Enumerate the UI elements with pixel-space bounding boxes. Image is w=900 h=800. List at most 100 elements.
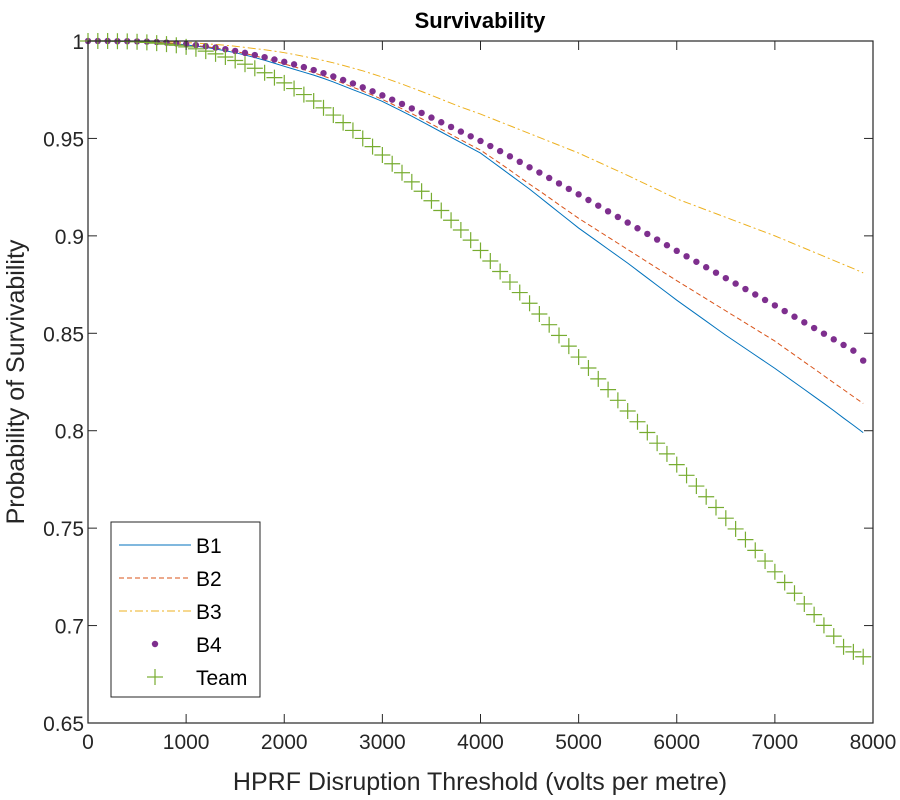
data-point-team bbox=[688, 478, 705, 495]
data-point-b4 bbox=[761, 296, 769, 304]
data-point-b4 bbox=[614, 213, 622, 221]
data-point-team bbox=[354, 130, 371, 147]
data-point-b4 bbox=[565, 185, 573, 193]
data-point-team bbox=[462, 232, 479, 249]
data-point-b4 bbox=[516, 158, 523, 166]
data-point-team bbox=[138, 34, 155, 51]
x-tick-label: 7000 bbox=[752, 731, 799, 754]
data-point-b4 bbox=[438, 119, 445, 126]
y-tick-label: 0.65 bbox=[43, 713, 84, 736]
data-point-b4 bbox=[850, 347, 857, 354]
data-point-b4 bbox=[653, 236, 661, 243]
data-point-b4 bbox=[791, 313, 798, 320]
data-point-b4 bbox=[388, 96, 396, 103]
data-point-team bbox=[197, 43, 214, 60]
data-point-b4 bbox=[732, 280, 739, 287]
x-tick-label: 6000 bbox=[653, 731, 700, 754]
series-layer bbox=[80, 33, 872, 665]
data-point-b4 bbox=[339, 76, 347, 84]
data-point-b4 bbox=[281, 58, 288, 66]
x-tick-label: 1000 bbox=[163, 731, 210, 754]
data-point-team bbox=[796, 595, 813, 612]
data-point-b4 bbox=[673, 247, 680, 255]
data-point-b4 bbox=[752, 291, 759, 298]
data-point-b4 bbox=[349, 80, 357, 87]
data-point-b4 bbox=[526, 164, 533, 171]
data-point-team bbox=[531, 305, 548, 322]
data-point-b4 bbox=[644, 230, 651, 238]
data-point-team bbox=[708, 499, 724, 516]
data-point-b4 bbox=[634, 225, 641, 232]
data-point-team bbox=[698, 488, 715, 505]
data-point-b4 bbox=[693, 258, 700, 265]
chart-title: Survivability bbox=[415, 8, 547, 33]
data-point-team bbox=[776, 574, 793, 591]
x-tick-label: 5000 bbox=[555, 731, 602, 754]
data-point-team bbox=[590, 370, 607, 387]
data-point-team bbox=[256, 64, 273, 81]
data-point-b4 bbox=[359, 84, 366, 91]
data-point-team bbox=[276, 74, 293, 91]
data-point-b4 bbox=[742, 285, 749, 293]
data-point-b4 bbox=[320, 69, 327, 77]
series-line-b3 bbox=[88, 40, 864, 274]
data-point-b4 bbox=[536, 169, 543, 176]
legend-box bbox=[110, 521, 261, 698]
data-point-team bbox=[629, 413, 646, 430]
y-tick-label: 0.8 bbox=[55, 421, 84, 444]
legend: B1 B2 B3 B4 Team bbox=[110, 521, 261, 698]
data-point-team bbox=[580, 359, 597, 376]
data-point-team bbox=[207, 45, 224, 62]
data-point-b4 bbox=[830, 336, 837, 343]
y-tick-label: 0.95 bbox=[43, 128, 84, 151]
legend-label: B4 bbox=[196, 634, 222, 657]
series-team bbox=[80, 33, 872, 665]
data-point-team bbox=[551, 327, 567, 344]
data-point-team bbox=[560, 338, 577, 355]
data-point-team bbox=[609, 392, 626, 409]
data-point-team bbox=[815, 617, 832, 634]
data-point-team bbox=[295, 86, 312, 103]
data-point-team bbox=[187, 40, 204, 57]
data-point-team bbox=[482, 252, 499, 269]
y-tick-label: 1 bbox=[72, 31, 84, 54]
data-point-team bbox=[570, 349, 587, 366]
data-point-team bbox=[158, 36, 175, 53]
data-point-team bbox=[678, 467, 695, 484]
data-point-team bbox=[472, 242, 489, 259]
data-point-b4 bbox=[595, 202, 602, 209]
data-point-team bbox=[619, 403, 636, 420]
data-point-b4 bbox=[369, 88, 376, 95]
data-point-b4 bbox=[447, 123, 455, 131]
data-point-team bbox=[423, 192, 440, 209]
data-point-b4 bbox=[575, 191, 582, 198]
data-point-b4 bbox=[840, 341, 847, 349]
data-point-b4 bbox=[251, 51, 259, 59]
data-point-b4 bbox=[624, 219, 631, 226]
data-point-b4 bbox=[271, 56, 278, 63]
data-point-team bbox=[835, 638, 852, 655]
data-point-team bbox=[766, 563, 783, 580]
data-point-team bbox=[315, 99, 332, 116]
series-b3 bbox=[88, 40, 864, 274]
data-point-team bbox=[325, 107, 342, 124]
data-point-team bbox=[757, 553, 774, 570]
data-point-team bbox=[217, 48, 234, 65]
data-point-b4 bbox=[859, 357, 867, 364]
data-point-b4 bbox=[496, 147, 504, 155]
x-tick-label: 8000 bbox=[850, 731, 897, 754]
data-point-b4 bbox=[290, 61, 298, 68]
y-tick-label: 0.85 bbox=[43, 323, 84, 346]
data-point-team bbox=[286, 80, 303, 97]
data-point-team bbox=[639, 424, 656, 441]
legend-swatch bbox=[151, 640, 159, 648]
legend-item-b3: B3 bbox=[119, 601, 222, 624]
data-point-team bbox=[433, 202, 450, 219]
data-point-b4 bbox=[663, 242, 671, 249]
data-point-b4 bbox=[487, 142, 494, 150]
x-tick-label: 0 bbox=[82, 731, 94, 754]
data-point-team bbox=[541, 316, 558, 333]
data-point-team bbox=[168, 37, 185, 54]
data-point-b4 bbox=[408, 105, 416, 112]
